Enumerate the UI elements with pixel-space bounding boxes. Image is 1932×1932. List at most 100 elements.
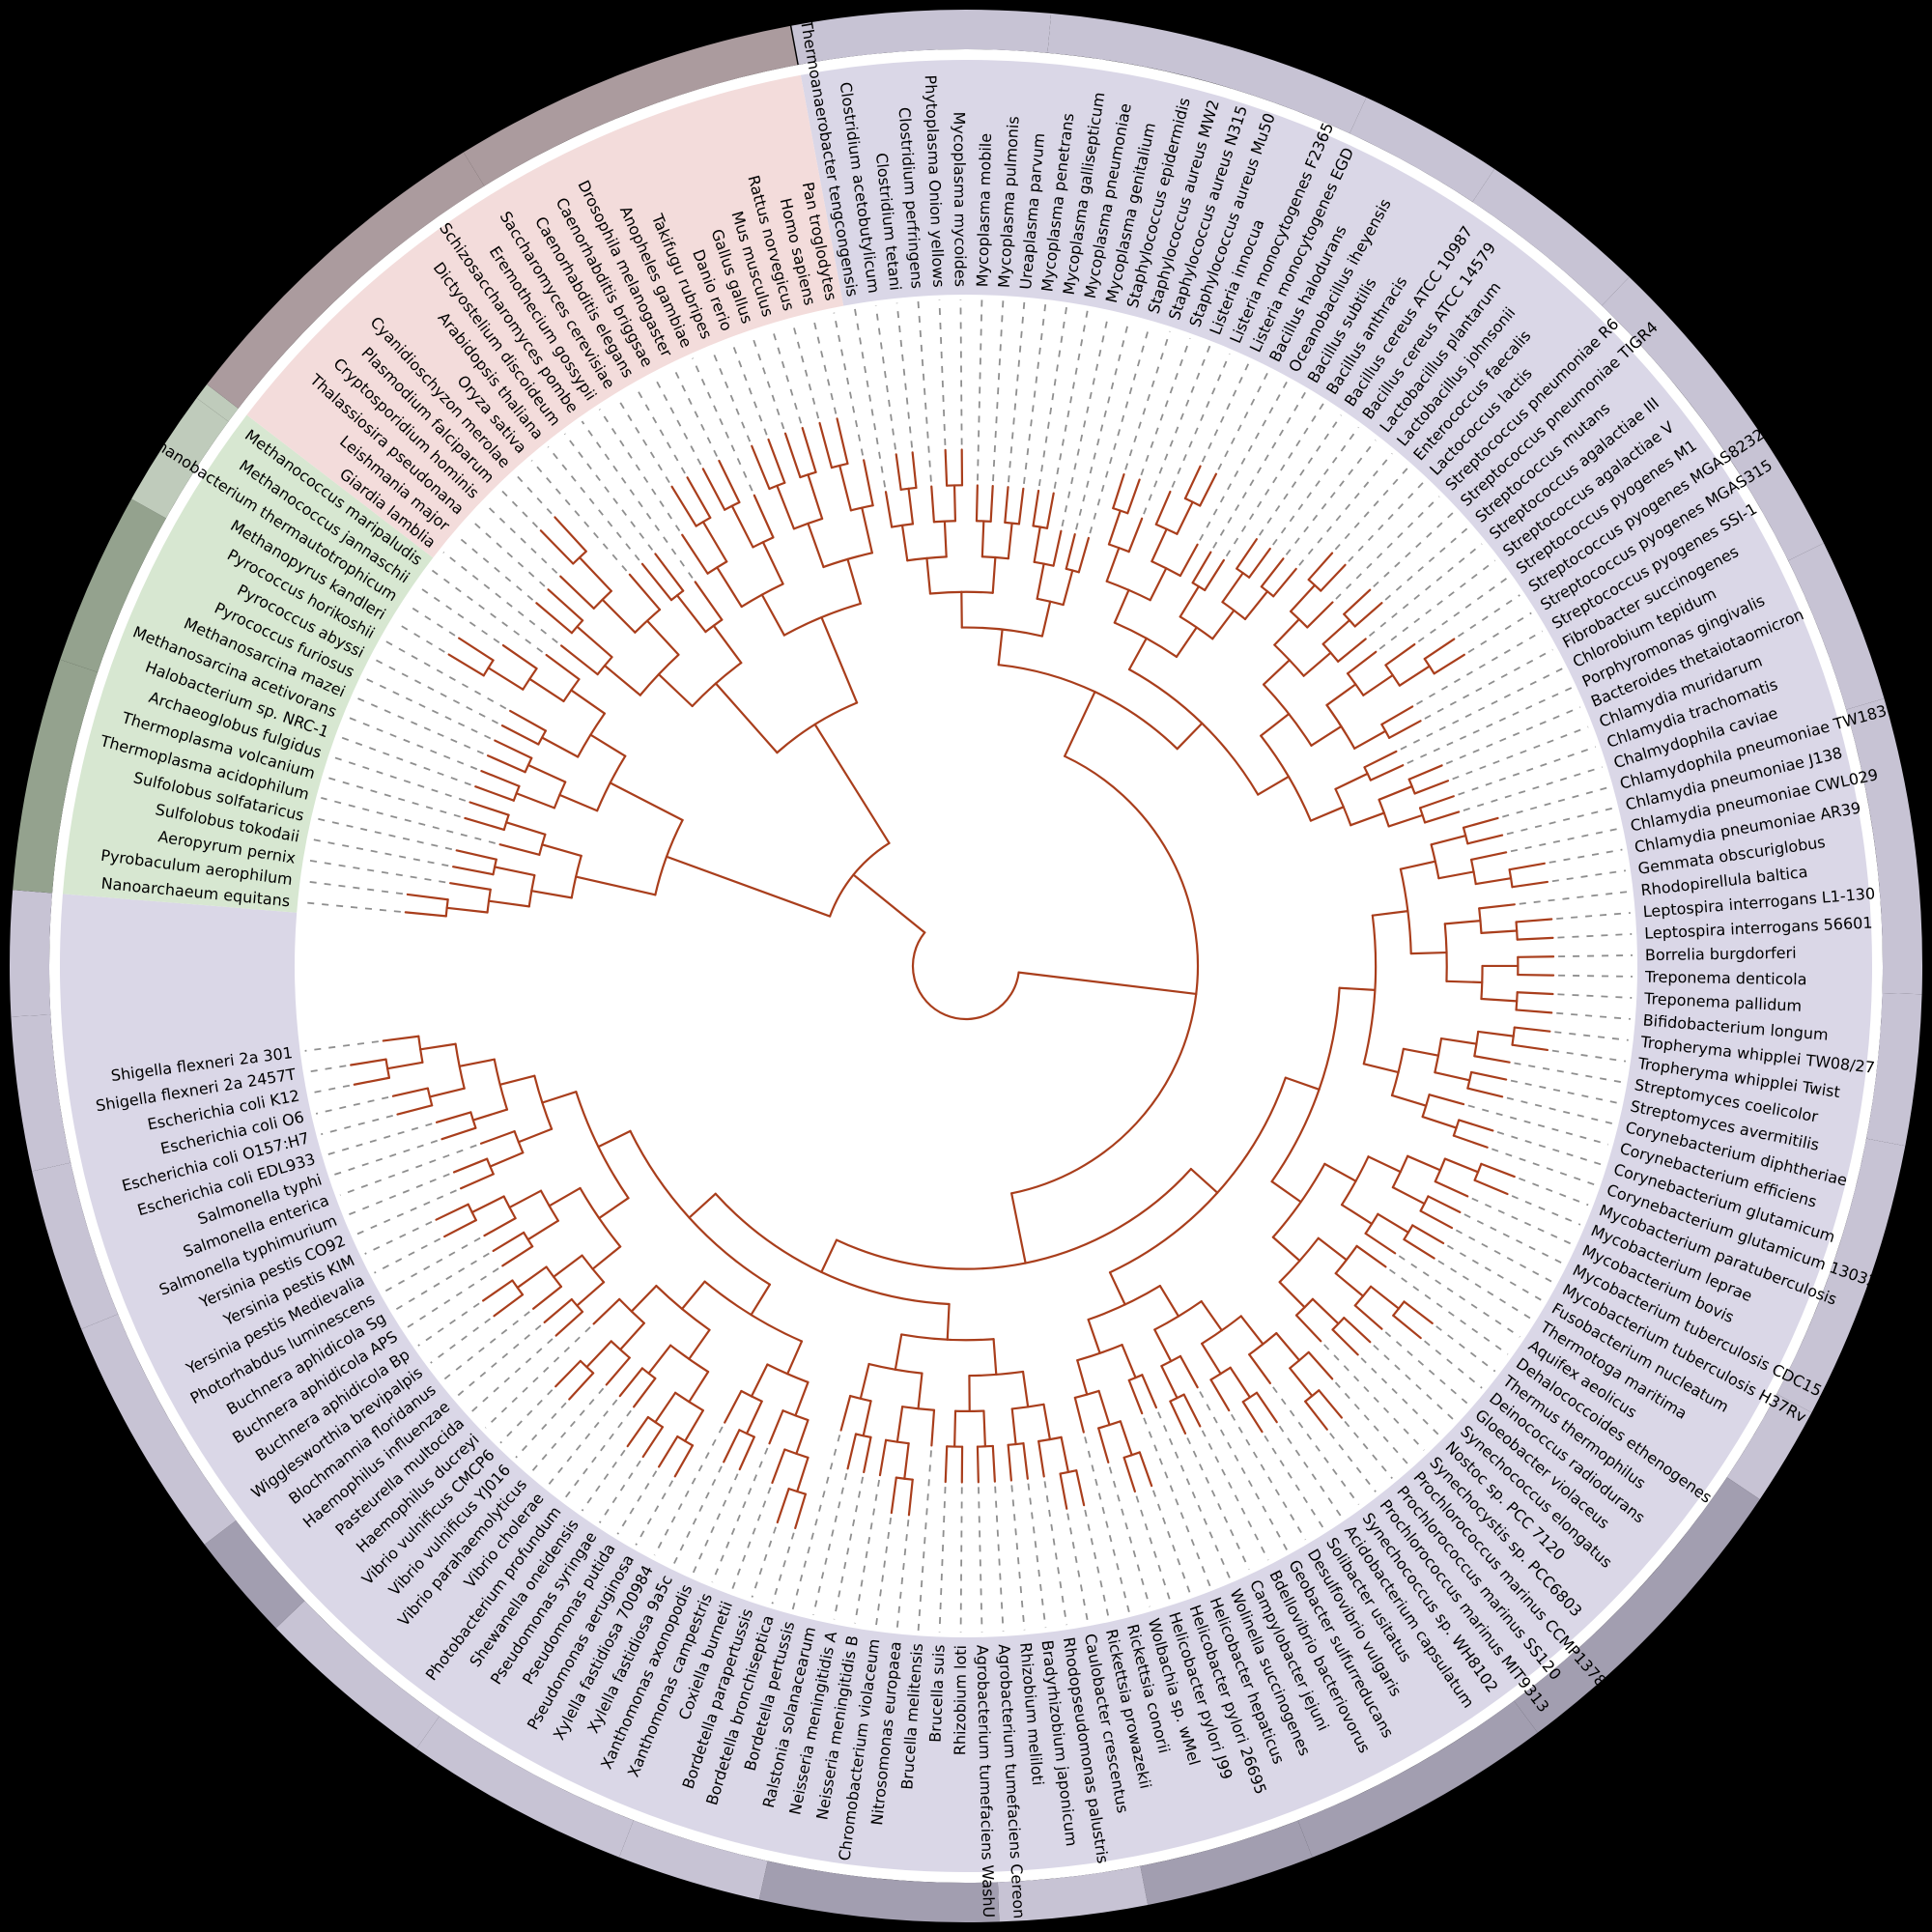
tree-branch <box>795 1418 810 1455</box>
tree-branch <box>1138 1451 1153 1488</box>
leader-line <box>304 880 404 895</box>
tree-arc <box>1113 621 1179 659</box>
tree-branch <box>1073 1396 1085 1434</box>
leader-line <box>326 776 461 818</box>
tree-branch <box>952 484 957 523</box>
tree-branch <box>1060 1435 1070 1474</box>
tree-branch <box>493 1293 525 1318</box>
leader-line <box>484 1326 591 1429</box>
tree-branch <box>1413 780 1450 795</box>
tree-branch <box>471 1108 509 1122</box>
tree-branch <box>1480 997 1519 1003</box>
tree-branch <box>1183 465 1202 500</box>
leader-line <box>811 317 838 414</box>
tree-branch <box>1191 551 1212 584</box>
tree-branch <box>738 1435 755 1471</box>
ring-segment-bacteria <box>791 10 1052 65</box>
tree-arc <box>782 602 862 637</box>
leader-line <box>730 341 768 436</box>
tree-branch <box>419 1042 457 1051</box>
tree-branch <box>1325 683 1357 707</box>
ring-segment-bacteria <box>1726 1394 1812 1500</box>
leader-line <box>771 327 803 424</box>
tree-branch <box>1338 986 1377 991</box>
ring-segment-bacteria <box>32 1162 119 1329</box>
tree-branch <box>1362 673 1394 696</box>
tree-branches <box>350 417 1555 1530</box>
leader-line <box>581 420 694 579</box>
tree-branch <box>576 625 613 659</box>
leader-line <box>1511 1195 1581 1226</box>
tree-branch <box>1122 1456 1136 1493</box>
tree-branch <box>1439 1037 1478 1045</box>
tree-branch <box>1331 1328 1359 1356</box>
tree-branch <box>633 1377 657 1408</box>
tree-branch <box>991 1444 996 1483</box>
leader-line <box>1471 1197 1573 1245</box>
taxon-label: Brucella suis <box>926 1644 949 1743</box>
tree-branch <box>1200 1299 1223 1332</box>
tree-branch <box>589 733 627 757</box>
tree-branch <box>980 520 985 558</box>
tree-branch <box>1388 720 1422 739</box>
leader-line <box>384 639 507 710</box>
leader-line <box>547 1399 618 1487</box>
tree-arc <box>1271 1162 1326 1238</box>
leader-line <box>1075 319 1130 530</box>
leader-line <box>302 901 401 913</box>
leader-line <box>1344 1420 1393 1480</box>
tree-branch <box>946 1302 951 1341</box>
leader-line <box>1506 1096 1614 1125</box>
tree-arc <box>1362 914 1378 1065</box>
tree-branch <box>603 664 641 696</box>
ring-segment-archaea <box>13 659 99 894</box>
leader-line <box>1416 630 1544 705</box>
tree-branch <box>1406 1154 1442 1172</box>
tree-branch <box>1403 1237 1435 1260</box>
tree-branch <box>1040 600 1052 638</box>
tree-branch <box>553 1254 583 1278</box>
tree-arc <box>1260 734 1312 822</box>
leader-line <box>1556 1011 1631 1020</box>
tree-branch <box>1403 1300 1434 1324</box>
leader-line <box>635 1480 674 1546</box>
tree-arc <box>1004 521 1021 526</box>
tree-branch <box>570 689 606 715</box>
tree-branch <box>714 682 779 754</box>
tree-branch <box>526 763 567 783</box>
tree-branch <box>1169 1400 1187 1435</box>
tree-branch <box>483 1217 517 1237</box>
leader-line <box>1264 1435 1324 1529</box>
tree-branch <box>1433 653 1465 675</box>
tree-branch <box>718 459 741 504</box>
tree-branch <box>838 464 853 512</box>
ring-segment-bacteria <box>204 1520 305 1629</box>
tree-branch <box>1466 1087 1504 1098</box>
tree-branch <box>1176 722 1204 751</box>
tree-branch <box>630 1285 658 1313</box>
tree-branch <box>1289 1367 1314 1398</box>
tree-arc <box>1263 683 1313 747</box>
tree-branch <box>447 653 485 677</box>
tree-branch <box>953 1409 957 1448</box>
tree-branch <box>1010 1192 1027 1264</box>
leader-line <box>1506 807 1614 836</box>
tree-branch <box>1113 588 1130 624</box>
tree-branch <box>907 487 915 526</box>
tree-branch <box>1355 1244 1387 1268</box>
tree-branch <box>1480 1162 1516 1179</box>
ring-segment-eukaryota <box>207 152 485 409</box>
tree-branch <box>807 473 824 521</box>
tree-branch <box>560 644 599 676</box>
leader-line <box>854 308 887 488</box>
tree-branch <box>469 801 510 816</box>
tree-branch <box>601 598 637 634</box>
leader-line <box>1212 391 1307 549</box>
tree-branch <box>761 541 784 585</box>
tree-branch <box>1021 1370 1030 1408</box>
leader-line <box>1089 325 1151 534</box>
tree-branch <box>813 723 891 844</box>
tree-branch <box>925 556 932 595</box>
tree-branch <box>1179 584 1201 618</box>
